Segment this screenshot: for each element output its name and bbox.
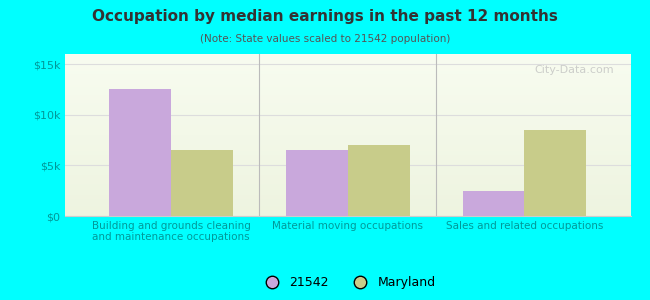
Bar — [525, 130, 586, 216]
Bar — [171, 150, 233, 216]
Text: (Note: State values scaled to 21542 population): (Note: State values scaled to 21542 popu… — [200, 34, 450, 44]
Legend: 21542, Maryland: 21542, Maryland — [255, 271, 441, 294]
Bar — [109, 89, 171, 216]
Text: Occupation by median earnings in the past 12 months: Occupation by median earnings in the pas… — [92, 9, 558, 24]
Text: City-Data.com: City-Data.com — [534, 65, 614, 75]
Bar — [286, 150, 348, 216]
Bar — [463, 191, 525, 216]
Bar — [348, 145, 410, 216]
